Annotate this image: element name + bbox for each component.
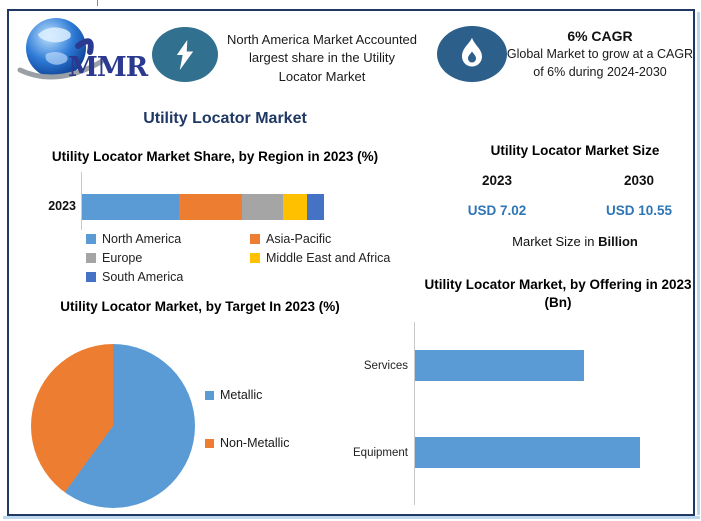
mmr-logo: MMR	[12, 12, 152, 92]
market-size-year-2023: 2023	[481, 173, 513, 188]
legend-item-europe: Europe	[86, 251, 250, 265]
legend-label: Asia-Pacific	[266, 232, 332, 246]
page-title: Utility Locator Market	[143, 110, 307, 127]
top-tick-mark	[97, 0, 98, 6]
region-legend: North America Asia-Pacific Europe Middle…	[86, 232, 398, 284]
market-size-unit-prefix: Market Size in	[512, 234, 595, 249]
legend-item-asia-pacific: Asia-Pacific	[250, 232, 398, 246]
svg-text:MMR: MMR	[68, 52, 149, 83]
offering-category-services: Services	[363, 360, 408, 372]
market-size-year-2030: 2030	[623, 173, 655, 188]
legend-label: North America	[102, 232, 182, 246]
bar-segment-asia-pacific	[178, 194, 242, 220]
legend-swatch-metallic	[205, 390, 214, 400]
target-pie-chart	[31, 344, 195, 508]
highlight-cagr: 6% CAGR Global Market to grow at a CAGR …	[503, 28, 697, 81]
market-size-unit: Market Size in Billion	[430, 234, 701, 249]
frame-shadow-bottom	[3, 516, 700, 519]
bar-segment-north-america	[82, 194, 179, 220]
legend-label: South America	[102, 270, 184, 284]
cagr-text: Global Market to grow at a CAGR of 6% du…	[506, 47, 694, 79]
legend-item-north-america: North America	[86, 232, 250, 246]
legend-swatch-south-america	[86, 272, 96, 282]
legend-label: Non-Metallic	[220, 436, 290, 450]
legend-swatch-middle-east-africa	[250, 253, 260, 263]
legend-item-metallic: Metallic	[205, 388, 262, 402]
bar-segment-south-america	[307, 194, 324, 220]
offering-bar-services	[415, 350, 584, 381]
lightning-badge	[152, 27, 218, 82]
offering-category-equipment: Equipment	[353, 447, 408, 459]
market-size-title: Utility Locator Market Size	[490, 143, 660, 158]
region-chart-axis-line	[81, 172, 82, 230]
offering-chart-title: Utility Locator Market, by Offering in 2…	[424, 277, 692, 311]
legend-label: Metallic	[220, 388, 263, 402]
offering-chart-axis-line	[414, 322, 415, 505]
flame-icon	[462, 37, 482, 67]
legend-swatch-europe	[86, 253, 96, 263]
market-size-value-2030: USD 10.55	[605, 203, 673, 218]
bar-segment-europe	[241, 194, 283, 220]
legend-item-middle-east-africa: Middle East and Africa	[250, 251, 398, 265]
legend-swatch-asia-pacific	[250, 234, 260, 244]
legend-label: Middle East and Africa	[266, 251, 391, 265]
target-chart-title: Utility Locator Market, by Target In 202…	[60, 299, 340, 314]
region-chart-category-label: 2023	[48, 199, 76, 213]
legend-item-south-america: South America	[86, 270, 250, 284]
region-stacked-bar	[82, 194, 324, 220]
region-chart-title: Utility Locator Market Share, by Region …	[51, 149, 379, 164]
market-size-unit-bold: Billion	[598, 234, 638, 249]
bar-segment-middle-east-africa	[282, 194, 308, 220]
legend-label: Europe	[102, 251, 143, 265]
highlight-north-america: North America Market Accounted largest s…	[226, 32, 418, 84]
market-size-value-2023: USD 7.02	[467, 203, 527, 218]
offering-bar-equipment	[415, 437, 641, 468]
cagr-title: 6% CAGR	[567, 28, 633, 44]
legend-item-non-metallic: Non-Metallic	[205, 436, 289, 450]
lightning-bolt-icon	[176, 39, 194, 70]
flame-badge	[437, 26, 507, 82]
legend-swatch-north-america	[86, 234, 96, 244]
legend-swatch-non-metallic	[205, 438, 214, 448]
frame-shadow-right	[697, 12, 700, 515]
globe-logo-icon: MMR	[17, 18, 150, 83]
